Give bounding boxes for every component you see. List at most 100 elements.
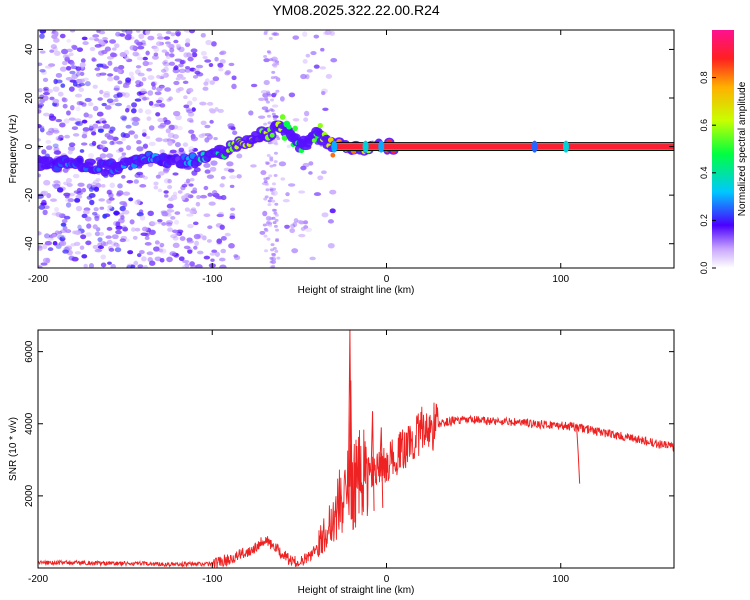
- noise-speckle: [161, 61, 167, 65]
- noise-speckle: [136, 140, 142, 145]
- noise-speckle: [229, 184, 235, 188]
- noise-speckle: [65, 65, 72, 71]
- noise-speckle: [183, 245, 191, 250]
- noise-speckle: [327, 243, 335, 249]
- noise-speckle: [134, 227, 141, 232]
- noise-speckle: [118, 147, 124, 152]
- noise-speckle: [190, 48, 198, 53]
- carrier-blip: [331, 140, 338, 153]
- snr-spike: [348, 380, 353, 519]
- noise-speckle: [148, 141, 156, 147]
- noise-speckle: [158, 171, 165, 176]
- noise-speckle: [157, 36, 165, 40]
- noise-speckle: [49, 96, 55, 101]
- noise-speckle: [59, 236, 66, 242]
- noise-speckle: [273, 160, 278, 164]
- noise-speckle: [59, 122, 66, 128]
- noise-speckle: [161, 49, 168, 53]
- noise-speckle: [228, 62, 235, 67]
- noise-speckle: [67, 145, 76, 152]
- noise-speckle: [126, 263, 132, 268]
- noise-speckle: [153, 103, 161, 107]
- noise-speckle: [220, 248, 227, 254]
- noise-speckle: [124, 49, 130, 56]
- noise-speckle: [220, 236, 227, 241]
- noise-speckle: [108, 247, 115, 252]
- noise-speckle: [189, 177, 195, 182]
- noise-speckle: [178, 147, 185, 153]
- noise-speckle: [214, 251, 221, 257]
- noise-speckle: [167, 132, 175, 139]
- noise-speckle: [165, 128, 171, 134]
- noise-speckle: [279, 96, 285, 102]
- noise-speckle: [139, 215, 146, 221]
- noise-speckle: [71, 126, 79, 131]
- noise-speckle: [79, 71, 85, 76]
- noise-speckle: [134, 39, 140, 45]
- noise-speckle: [284, 224, 290, 229]
- noise-speckle: [126, 179, 134, 184]
- noise-speckle: [92, 84, 98, 89]
- noise-speckle: [329, 189, 337, 195]
- noise-speckle: [163, 36, 171, 40]
- noise-speckle: [51, 183, 57, 187]
- noise-speckle: [236, 174, 242, 179]
- noise-speckle: [271, 208, 276, 212]
- noise-speckle: [269, 156, 274, 160]
- noise-speckle: [108, 192, 114, 198]
- noise-speckle: [157, 218, 163, 223]
- noise-speckle: [75, 120, 84, 127]
- noise-speckle: [266, 154, 271, 158]
- noise-speckle: [303, 220, 309, 225]
- noise-speckle: [85, 232, 92, 237]
- noise-speckle: [329, 208, 336, 214]
- noise-speckle: [219, 224, 225, 230]
- noise-speckle: [64, 134, 71, 139]
- noise-speckle: [182, 80, 189, 85]
- noise-speckle: [263, 79, 270, 86]
- noise-speckle: [262, 210, 268, 217]
- noise-speckle: [187, 56, 194, 62]
- noise-speckle: [62, 54, 70, 59]
- noise-speckle: [133, 179, 140, 184]
- noise-speckle: [64, 56, 70, 62]
- noise-speckle: [219, 51, 225, 55]
- noise-speckle: [52, 129, 60, 134]
- noise-speckle: [213, 137, 218, 141]
- noise-speckle: [192, 147, 198, 152]
- noise-speckle: [137, 72, 145, 77]
- noise-speckle: [273, 64, 278, 68]
- noise-speckle: [63, 181, 69, 186]
- noise-speckle: [271, 112, 276, 116]
- noise-speckle: [61, 235, 66, 239]
- noise-speckle: [186, 239, 194, 244]
- noise-speckle: [270, 76, 275, 80]
- noise-speckle: [192, 221, 199, 226]
- noise-speckle: [109, 182, 116, 189]
- noise-speckle: [178, 68, 186, 74]
- noise-speckle: [278, 161, 287, 167]
- noise-speckle: [117, 68, 122, 75]
- noise-speckle: [300, 165, 307, 171]
- noise-speckle: [112, 136, 119, 141]
- noise-speckle: [171, 229, 178, 234]
- noise-speckle: [269, 108, 274, 112]
- noise-speckle: [62, 103, 68, 109]
- noise-speckle: [184, 42, 191, 48]
- noise-speckle: [92, 123, 99, 129]
- noise-speckle: [127, 250, 134, 255]
- noise-speckle: [138, 108, 143, 114]
- noise-speckle: [163, 190, 169, 194]
- noise-speckle: [140, 40, 146, 45]
- noise-speckle: [181, 265, 189, 268]
- noise-speckle: [168, 53, 175, 58]
- noise-speckle: [148, 125, 155, 131]
- noise-speckle: [204, 59, 212, 63]
- noise-speckle: [125, 30, 133, 35]
- noise-speckle: [125, 33, 132, 38]
- noise-speckle: [167, 227, 173, 232]
- ridge-point: [330, 152, 336, 158]
- noise-speckle: [273, 61, 278, 65]
- noise-speckle: [209, 252, 216, 256]
- noise-speckle: [78, 101, 84, 106]
